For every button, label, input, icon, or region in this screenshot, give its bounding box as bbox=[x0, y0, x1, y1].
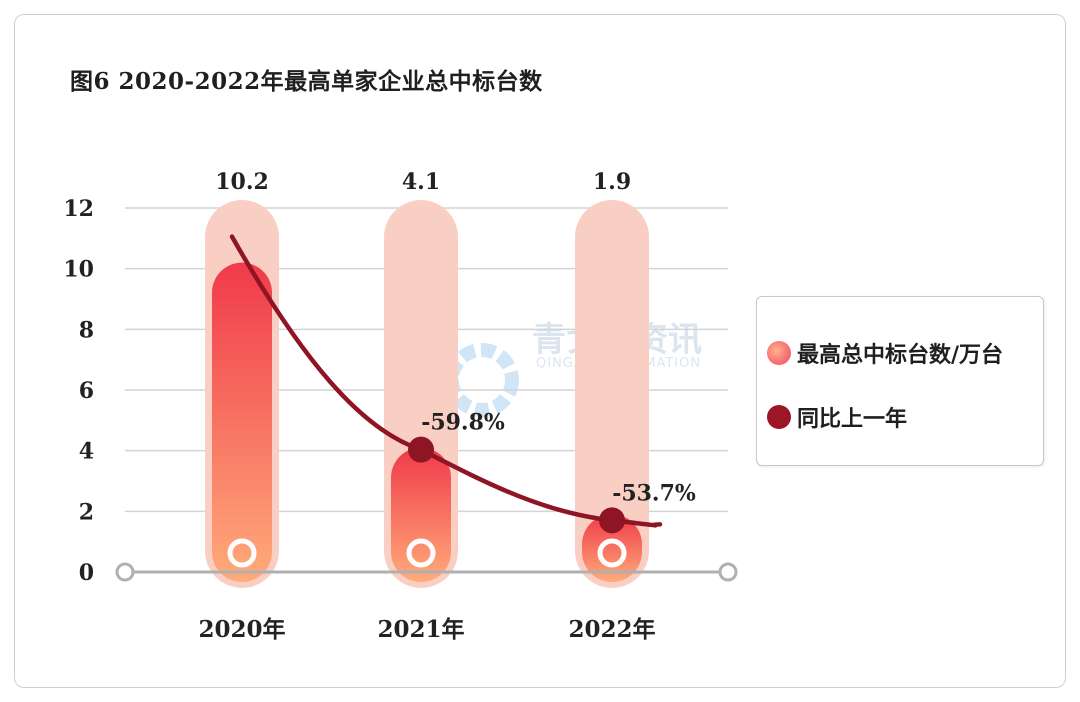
x-axis-start-cap bbox=[115, 562, 135, 582]
legend-line-swatch bbox=[767, 405, 791, 429]
legend: 最高总中标台数/万台 同比上一年 bbox=[756, 296, 1044, 466]
bar bbox=[582, 514, 642, 582]
bar-value-label: 4.1 bbox=[402, 169, 440, 195]
bar-base-ring bbox=[227, 538, 257, 568]
x-tick-label: 2022年 bbox=[568, 616, 655, 643]
y-tick-label: 0 bbox=[79, 560, 94, 586]
legend-bar-swatch bbox=[767, 341, 791, 365]
x-tick-label: 2021年 bbox=[377, 616, 464, 643]
yoy-point bbox=[599, 507, 625, 534]
bar bbox=[212, 262, 272, 582]
yoy-point bbox=[408, 436, 434, 463]
chart-title: 图6 2020-2022年最高单家企业总中标台数 bbox=[70, 68, 543, 95]
bar-value-label: 10.2 bbox=[215, 169, 269, 195]
bar-value-label: 1.9 bbox=[593, 169, 631, 195]
y-tick-label: 2 bbox=[79, 499, 94, 525]
bar-base-ring bbox=[597, 538, 627, 568]
x-tick-label: 2020年 bbox=[198, 616, 285, 643]
legend-item-bar: 最高总中标台数/万台 bbox=[767, 337, 1003, 369]
yoy-trend-line bbox=[229, 234, 663, 528]
y-tick-label: 12 bbox=[63, 196, 94, 222]
y-tick-label: 10 bbox=[63, 257, 94, 283]
bar-base-ring bbox=[406, 538, 436, 568]
y-tick-label: 4 bbox=[79, 439, 94, 465]
legend-line-label: 同比上一年 bbox=[797, 406, 908, 432]
yoy-value-label: -59.8% bbox=[421, 410, 505, 436]
yoy-value-label: -53.7% bbox=[612, 480, 696, 506]
x-axis-end-cap bbox=[718, 562, 738, 582]
legend-item-line: 同比上一年 bbox=[767, 401, 907, 433]
legend-bar-label: 最高总中标台数/万台 bbox=[797, 342, 1004, 368]
bar-track bbox=[575, 200, 649, 588]
bar bbox=[391, 447, 451, 582]
y-tick-label: 8 bbox=[79, 317, 94, 343]
y-tick-label: 6 bbox=[79, 378, 94, 404]
